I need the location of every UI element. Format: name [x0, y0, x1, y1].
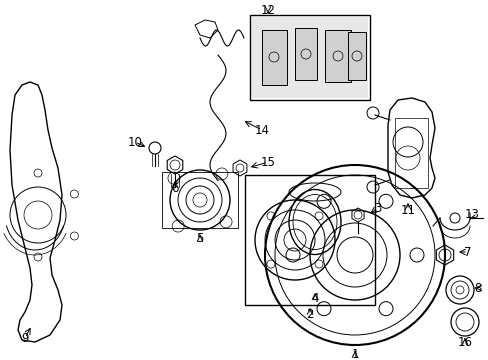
Bar	[294, 28, 316, 80]
Text: 6: 6	[171, 181, 179, 194]
Bar	[249, 15, 369, 100]
Text: 4: 4	[311, 292, 318, 305]
Text: 16: 16	[457, 336, 471, 348]
Circle shape	[332, 51, 342, 61]
Text: 8: 8	[473, 282, 481, 294]
Text: 13: 13	[464, 208, 478, 221]
Text: 10: 10	[127, 135, 142, 148]
Text: 11: 11	[400, 203, 415, 216]
Text: 14: 14	[254, 123, 269, 136]
Bar	[347, 32, 365, 80]
Bar	[244, 175, 374, 305]
Bar	[251, 17, 367, 98]
Circle shape	[268, 52, 279, 62]
Circle shape	[301, 49, 310, 59]
Text: 1: 1	[350, 348, 358, 360]
Text: 15: 15	[260, 156, 275, 168]
Text: 7: 7	[463, 246, 471, 258]
Bar	[325, 30, 350, 82]
Text: 12: 12	[260, 4, 275, 17]
Circle shape	[351, 51, 361, 61]
Text: 3: 3	[373, 202, 381, 215]
Text: 5: 5	[196, 231, 203, 244]
Bar	[262, 30, 286, 85]
Text: 9: 9	[21, 332, 29, 345]
Text: 2: 2	[305, 309, 313, 321]
